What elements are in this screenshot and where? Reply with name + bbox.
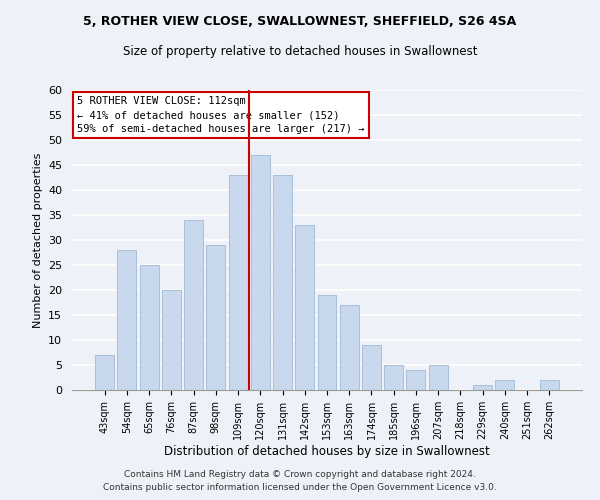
Bar: [206, 245, 225, 390]
Text: Size of property relative to detached houses in Swallownest: Size of property relative to detached ho…: [123, 45, 477, 58]
Bar: [251, 155, 270, 390]
Bar: [273, 175, 292, 390]
Bar: [95, 355, 114, 390]
Bar: [540, 380, 559, 390]
Bar: [295, 225, 314, 390]
Bar: [184, 220, 203, 390]
Bar: [118, 250, 136, 390]
Bar: [496, 380, 514, 390]
Bar: [317, 295, 337, 390]
Text: 5, ROTHER VIEW CLOSE, SWALLOWNEST, SHEFFIELD, S26 4SA: 5, ROTHER VIEW CLOSE, SWALLOWNEST, SHEFF…: [83, 15, 517, 28]
Text: 5 ROTHER VIEW CLOSE: 112sqm
← 41% of detached houses are smaller (152)
59% of se: 5 ROTHER VIEW CLOSE: 112sqm ← 41% of det…: [77, 96, 365, 134]
Text: Contains HM Land Registry data © Crown copyright and database right 2024.
Contai: Contains HM Land Registry data © Crown c…: [103, 470, 497, 492]
Bar: [162, 290, 181, 390]
Bar: [473, 385, 492, 390]
X-axis label: Distribution of detached houses by size in Swallownest: Distribution of detached houses by size …: [164, 444, 490, 458]
Bar: [406, 370, 425, 390]
Bar: [429, 365, 448, 390]
Bar: [140, 265, 158, 390]
Y-axis label: Number of detached properties: Number of detached properties: [32, 152, 43, 328]
Bar: [340, 305, 359, 390]
Bar: [362, 345, 381, 390]
Bar: [384, 365, 403, 390]
Bar: [229, 175, 248, 390]
